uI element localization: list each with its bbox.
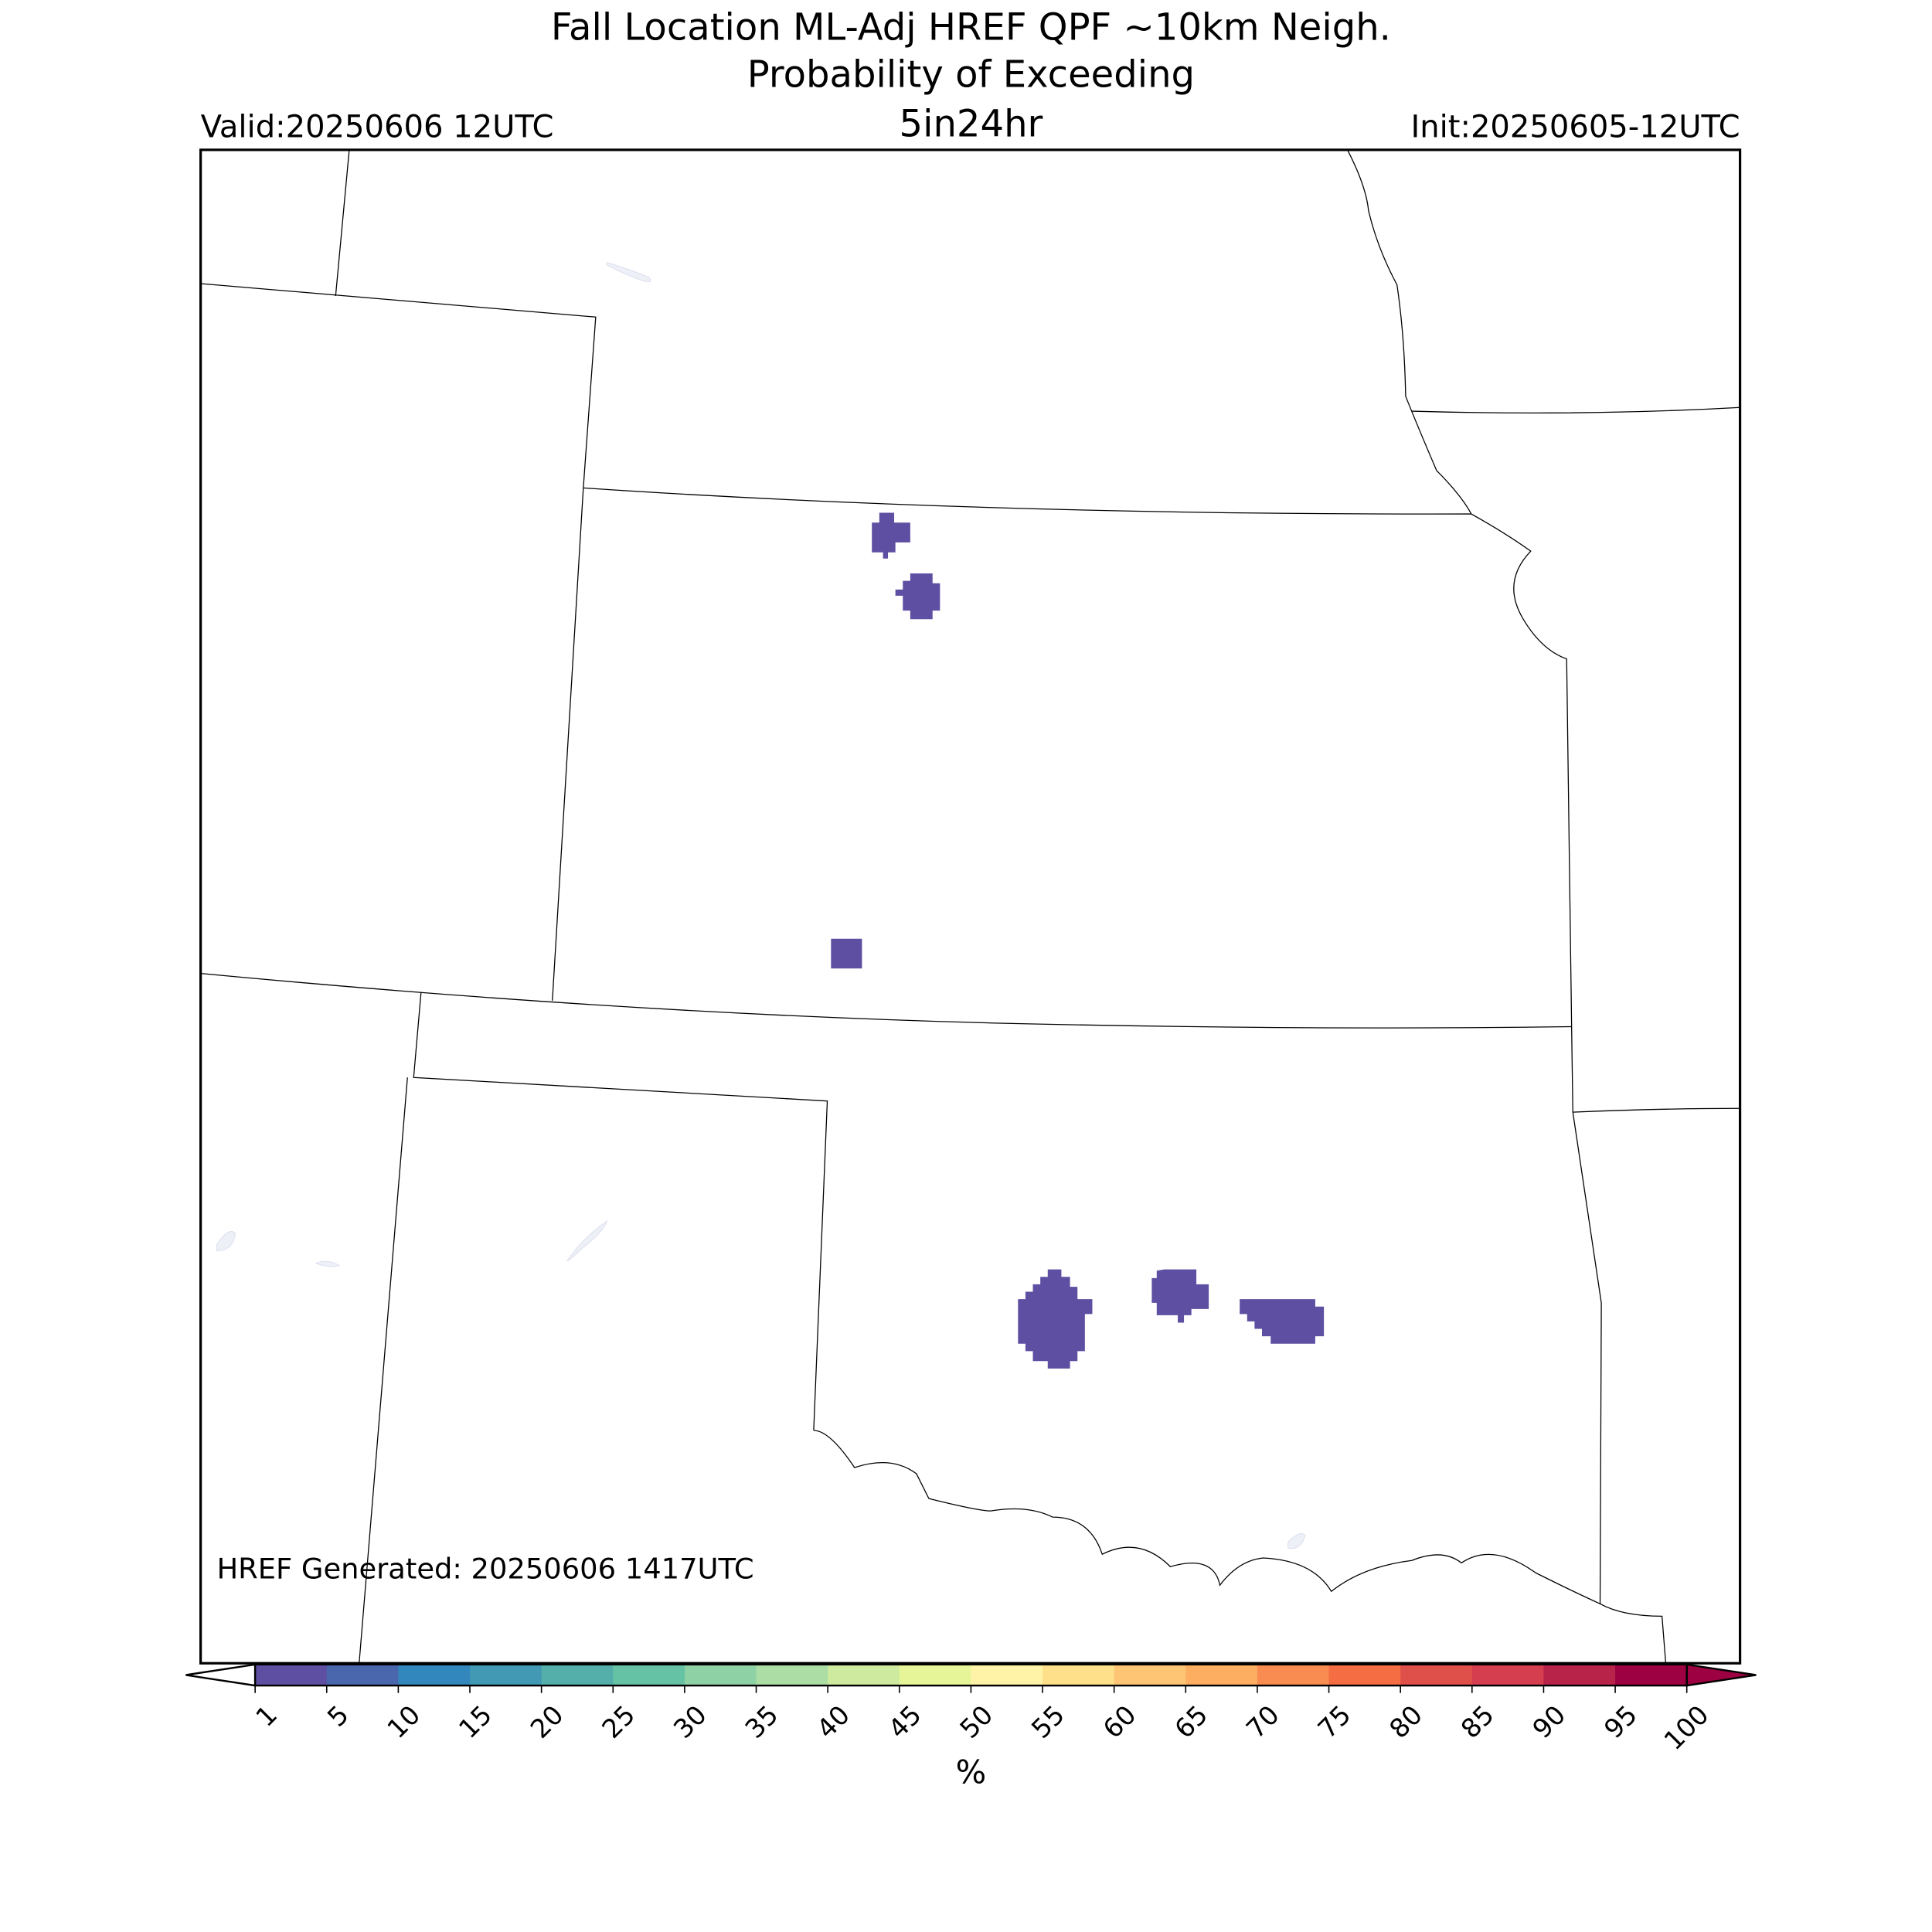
colorbar-segment <box>899 1664 972 1686</box>
threshold: 5in24hr <box>900 102 1043 145</box>
valid-time: Valid:20250606 12UTC <box>201 110 554 145</box>
colorbar-segment <box>1543 1664 1616 1686</box>
colorbar-tick-label: 90 <box>1527 1699 1572 1744</box>
init-time: Init:20250605-12UTC <box>1410 110 1740 145</box>
colorbar-under <box>185 1663 257 1687</box>
colorbar-segment <box>1328 1664 1401 1686</box>
colorbar-tick-label: 50 <box>954 1699 999 1744</box>
lake <box>566 1219 608 1262</box>
lake <box>1287 1533 1306 1549</box>
colorbar-tick-label: 80 <box>1383 1699 1428 1744</box>
colorbar-tick-label: 95 <box>1598 1699 1643 1744</box>
colorbar-tick-label: 15 <box>453 1699 498 1744</box>
colorbar-tick-label: 55 <box>1026 1699 1070 1744</box>
colorbar-tick-label: 30 <box>668 1699 713 1744</box>
colorbar-segment <box>398 1664 471 1686</box>
probability-areas <box>831 512 1325 1369</box>
colorbar-segment <box>971 1664 1043 1686</box>
subtitle: Probability of Exceeding <box>747 53 1195 96</box>
colorbar-segment <box>684 1664 757 1686</box>
colorbar-segment <box>470 1664 543 1686</box>
colorbar-tick-label: 25 <box>596 1699 641 1744</box>
map: HREF Generated: 20250606 1417UTC <box>199 148 1742 1665</box>
lake <box>606 262 651 283</box>
colorbar-tick-label: 35 <box>740 1699 784 1744</box>
colorbar-segment <box>1185 1664 1258 1686</box>
colorbar-segment <box>255 1664 328 1686</box>
colorbar-segment <box>1400 1664 1473 1686</box>
colorbar-tick-label: 100 <box>1658 1699 1715 1756</box>
colorbar-segment <box>1043 1664 1115 1686</box>
colorbar-tick-label: 70 <box>1240 1699 1285 1744</box>
colorbar-tick-label: 5 <box>321 1699 355 1733</box>
colorbar-segment <box>756 1664 828 1686</box>
colorbar-label: % <box>956 1753 987 1791</box>
colorbar-tick-label: 65 <box>1168 1699 1213 1744</box>
title: Fall Location ML-Adj HREF QPF ~10km Neig… <box>551 5 1391 49</box>
colorbar-tick-label: 1 <box>250 1699 283 1733</box>
colorbar-over <box>1685 1663 1757 1687</box>
colorbar-segment <box>541 1664 614 1686</box>
colorbar-tick-label: 20 <box>525 1699 570 1744</box>
colorbar-tick-label: 40 <box>811 1699 855 1744</box>
lake <box>216 1230 236 1252</box>
colorbar-segment <box>1471 1664 1545 1686</box>
colorbar-tick-label: 60 <box>1097 1699 1142 1744</box>
colorbar-segment <box>1114 1664 1187 1686</box>
colorbar-segment <box>1615 1664 1688 1686</box>
colorbar-tick-label: 85 <box>1455 1699 1500 1744</box>
generated-note: HREF Generated: 20250606 1417UTC <box>216 1553 753 1586</box>
map-frame <box>199 148 1742 1665</box>
colorbar-tick-label: 10 <box>382 1699 427 1744</box>
colorbar-tick-label: 45 <box>883 1699 927 1744</box>
state-borders <box>200 149 1740 1664</box>
colorbar-segment <box>1257 1664 1330 1686</box>
colorbar-tick-label: 75 <box>1312 1699 1357 1744</box>
colorbar-segment <box>828 1664 900 1686</box>
colorbar-segment <box>613 1664 685 1686</box>
colorbar: 1 5 10 15 20 25 30 35 40 45 50 55 60 65 70 75 80 85 90 95 10… <box>185 1663 1757 1791</box>
lake <box>315 1260 341 1267</box>
colorbar-segment <box>326 1664 400 1686</box>
